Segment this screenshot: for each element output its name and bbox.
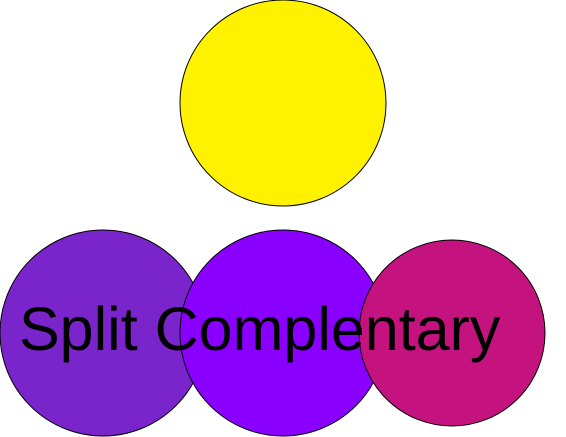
diagram-caption: Split Complentary [19,295,501,363]
yellow-circle [179,0,387,207]
magenta-circle [358,239,546,427]
